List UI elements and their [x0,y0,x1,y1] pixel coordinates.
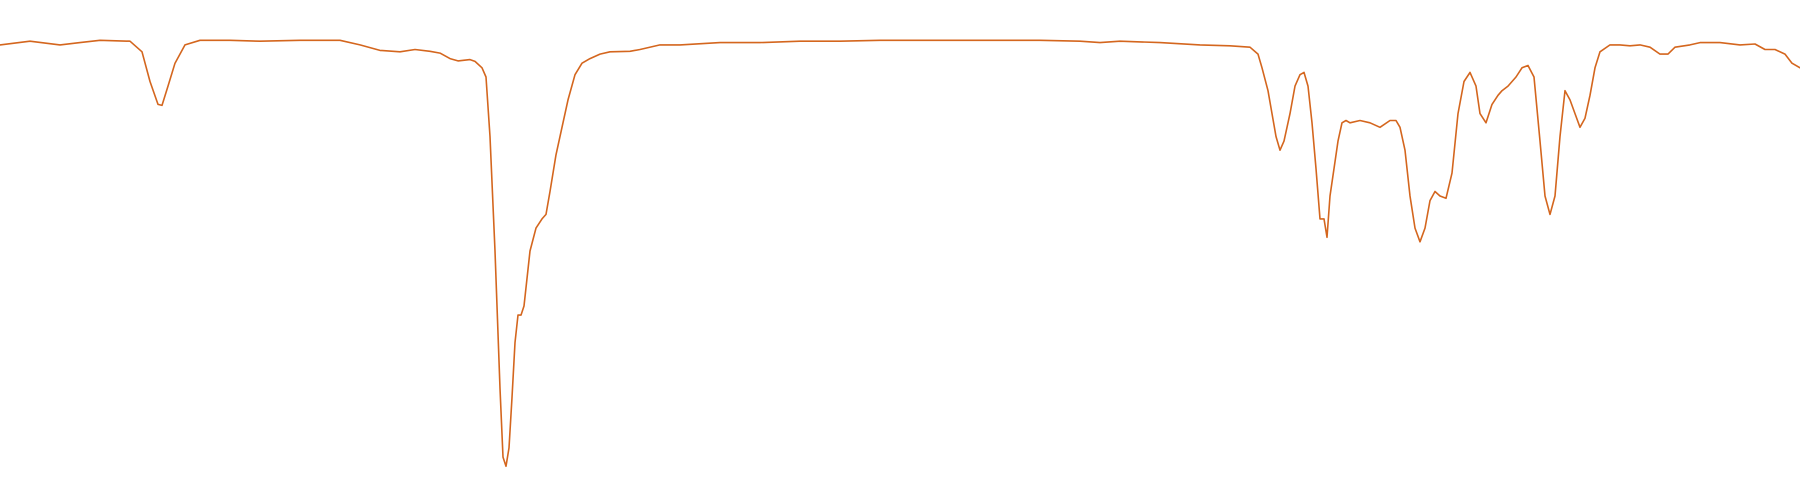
spectrum-series-line [0,39,1800,468]
